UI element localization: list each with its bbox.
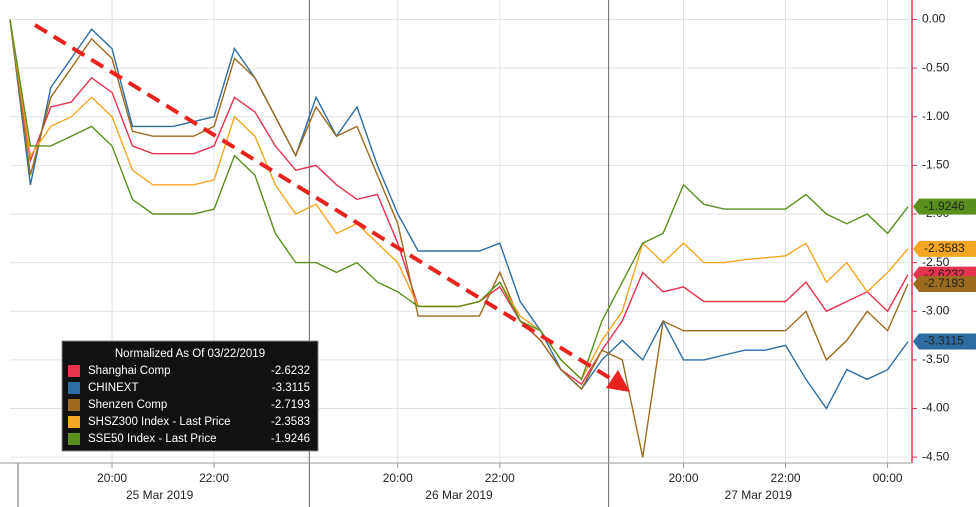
grid	[10, 0, 908, 507]
value-tag	[913, 240, 976, 257]
y-tick-label: -3.50	[922, 352, 950, 366]
legend-title: Normalized As Of 03/22/2019	[115, 348, 265, 360]
x-tick-label: 20:00	[668, 471, 698, 485]
y-tick-label: -1.50	[922, 158, 950, 172]
legend-label: SSE50 Index - Last Price	[88, 433, 216, 445]
x-tick-label: 22:00	[199, 471, 229, 485]
value-tag	[913, 198, 976, 215]
trend-arrow-head	[606, 370, 630, 392]
x-tick-label: 20:00	[383, 471, 413, 485]
value-tag	[913, 333, 976, 350]
value-tag-label: -3.3115	[924, 334, 964, 348]
x-tick-label: 22:00	[485, 471, 515, 485]
value-tag-label: -2.3583	[924, 241, 965, 255]
legend-label: Shenzen Comp	[88, 399, 167, 411]
legend-swatch	[68, 399, 80, 411]
y-tick-label: -4.00	[922, 401, 950, 415]
plot	[9, 19, 909, 458]
legend-label: Shanghai Comp	[88, 365, 170, 377]
series-line	[9, 19, 909, 410]
legend-swatch	[68, 416, 80, 428]
legend-value: -1.9246	[271, 433, 310, 445]
y-tick-label: -0.50	[922, 60, 950, 74]
legend-value: -2.3583	[271, 416, 310, 428]
y-tick-label: 0.00	[922, 12, 946, 26]
y-tick-label: -4.50	[922, 449, 950, 463]
legend-value: -2.6232	[271, 365, 310, 377]
value-tag	[913, 275, 976, 292]
x-tick-label: 00:00	[873, 471, 903, 485]
series-line	[9, 19, 909, 381]
x-tick-label: 20:00	[97, 471, 127, 485]
date-label: 26 Mar 2019	[425, 488, 493, 502]
legend: Normalized As Of 03/22/2019 Shanghai Com…	[61, 340, 319, 452]
legend-label: SHSZ300 Index - Last Price	[88, 416, 231, 428]
date-label: 25 Mar 2019	[126, 488, 194, 502]
legend-value: -3.3115	[272, 382, 310, 394]
y-tick-label: -1.00	[922, 109, 950, 123]
series-line	[9, 19, 909, 386]
legend-swatch	[68, 382, 80, 394]
value-tag-label: -2.7193	[924, 276, 965, 290]
value-tag-label: -1.9246	[924, 199, 965, 213]
y-tick-label: -3.00	[922, 303, 950, 317]
legend-swatch	[68, 365, 80, 377]
legend-value: -2.7193	[271, 399, 310, 411]
x-tick-label: 22:00	[771, 471, 801, 485]
y-tick-label: -2.50	[922, 255, 950, 269]
legend-box	[61, 340, 319, 452]
trend-arrow	[33, 23, 620, 385]
legend-label: CHINEXT	[88, 382, 138, 394]
legend-swatch	[68, 433, 80, 445]
series-line	[9, 19, 909, 458]
series-line	[9, 19, 909, 381]
date-label: 27 Mar 2019	[725, 488, 793, 502]
